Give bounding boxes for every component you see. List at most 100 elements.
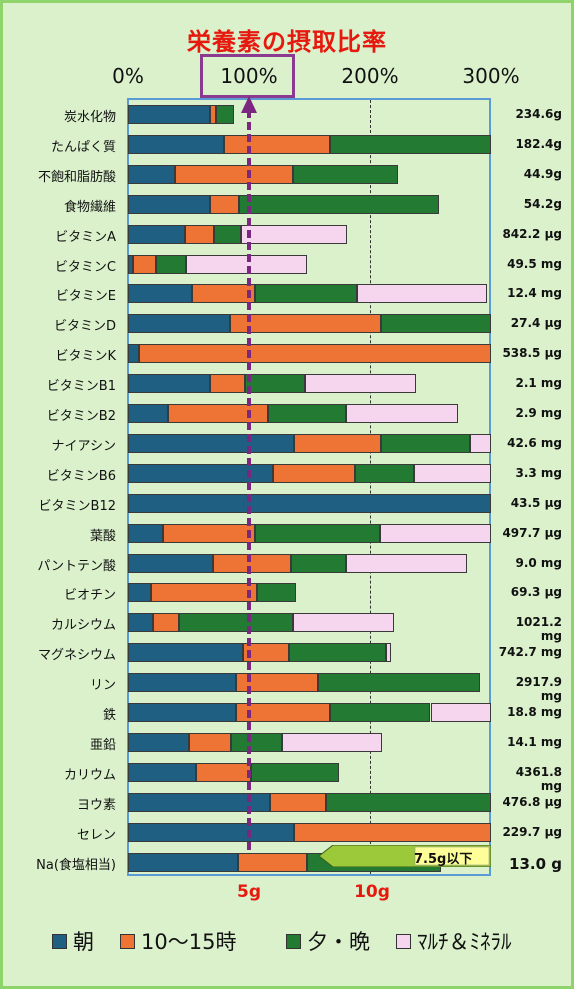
category-label: 食物繊維 (63, 199, 116, 215)
chart-title: 栄養素の摂取比率 (187, 28, 387, 56)
bar-segment (304, 374, 416, 394)
amount-label: 42.6 mg (507, 435, 562, 450)
bar-segment (470, 433, 491, 453)
bar-segment (268, 404, 346, 423)
bar-segment (255, 523, 380, 543)
amount-label: 476.8 μg (502, 794, 562, 809)
bar-segment (128, 553, 213, 573)
category-label: 不飽和脂肪酸 (37, 169, 116, 185)
bar-segment (235, 703, 331, 722)
legend-swatch (120, 933, 135, 949)
category-label: 亜鉛 (89, 737, 116, 753)
bar-segment (213, 224, 241, 244)
bar-segment (330, 703, 431, 722)
bar-segment (216, 105, 235, 124)
amount-label: 182.4g (515, 136, 562, 151)
bar-segment (317, 673, 481, 693)
amount-label: 538.5 μg (502, 346, 562, 361)
top-tick-label: 300% (462, 64, 520, 88)
category-label: ヨウ素 (76, 797, 116, 813)
bar-segment (128, 284, 193, 304)
top-tick-label: 100% (220, 64, 278, 88)
bar-segment (128, 643, 243, 663)
bar-segment (128, 583, 151, 603)
amount-label: 3.3 mg (515, 465, 562, 480)
legend: 朝 10～15時 夕・晩 ﾏﾙﾁ＆ﾐﾈﾗﾙ (0, 926, 574, 956)
bar-segment (128, 673, 236, 693)
amount-label: 742.7 mg (498, 645, 562, 660)
legend-swatch (52, 933, 67, 949)
category-label: ビタミンC (54, 259, 116, 275)
amount-label: 49.5 mg (507, 256, 562, 271)
category-label: Na(食塩相当) (36, 857, 116, 873)
reference-arrow-head (241, 96, 257, 113)
bar-segment (269, 792, 327, 812)
legend-label: 夕・晩 (307, 930, 370, 954)
legend-label: 朝 (73, 930, 94, 954)
bar-segment (128, 852, 239, 872)
reference-line-100-percent (247, 110, 251, 850)
category-label: ビタミンD (53, 319, 116, 335)
bar-segment (345, 404, 459, 423)
amount-label: 2917.9 mg (515, 675, 562, 704)
legend-label: 10～15時 (141, 930, 237, 954)
bar-segment (212, 553, 292, 573)
bar-segment (132, 254, 156, 274)
bar-segment (188, 732, 231, 752)
bar-segment (235, 673, 318, 693)
callout-label: 7.5g以下 (414, 852, 473, 867)
category-label: ビタミンB1 (46, 379, 116, 395)
bar-segment (330, 134, 491, 154)
bar-segment (230, 732, 282, 752)
legend-item: 10～15時 (120, 926, 236, 956)
legend-item: 夕・晩 (286, 926, 370, 956)
legend-swatch (286, 933, 301, 949)
bar-segment (128, 463, 274, 483)
legend-item: 朝 (52, 926, 94, 956)
bottom-tick-label: 5g (237, 882, 261, 902)
bar-segment (128, 493, 491, 513)
bar-segment (251, 762, 339, 782)
bar-segment (293, 822, 491, 842)
bar-segment (153, 613, 179, 633)
bar-segment (326, 792, 491, 812)
bar-segment (128, 164, 176, 184)
bar-segment (184, 224, 214, 244)
category-label: ビタミンE (55, 289, 116, 305)
amount-label: 2.9 mg (515, 406, 562, 420)
bar-segment (210, 105, 217, 124)
bar-segment (128, 254, 133, 274)
bar-segment (128, 433, 294, 453)
bar-segment (128, 822, 294, 842)
bar-segment (210, 194, 240, 214)
bar-segment (239, 194, 439, 214)
bar-segment (128, 732, 189, 752)
bar-segment (379, 523, 491, 543)
amount-label: 4361.8 mg (515, 764, 562, 793)
amount-label: 1021.2 mg (515, 615, 562, 644)
amount-label: 842.2 μg (502, 226, 562, 241)
bar-segment (385, 643, 391, 663)
bar-segment (240, 224, 347, 244)
amount-label: 13.0 g (509, 854, 562, 873)
bar-segment (238, 852, 308, 872)
category-label: ビタミンB12 (38, 498, 116, 514)
bar-segment (255, 284, 357, 304)
amount-label: 497.7 μg (502, 525, 562, 540)
legend-item: ﾏﾙﾁ＆ﾐﾈﾗﾙ (396, 926, 512, 956)
bar-segment (150, 583, 258, 603)
category-label: 葉酸 (89, 528, 116, 544)
legend-label: ﾏﾙﾁ＆ﾐﾈﾗﾙ (417, 930, 512, 954)
bar-segment (128, 523, 164, 543)
bar-segment (128, 314, 230, 334)
plot-area (127, 98, 491, 876)
bar-segment (128, 224, 185, 244)
bar-segment (128, 792, 270, 812)
category-label: 炭水化物 (63, 110, 116, 125)
bar-segment (192, 284, 256, 304)
highlight-100-percent (200, 54, 295, 98)
bar-segment (288, 643, 386, 663)
category-label: ビタミンA (55, 229, 116, 245)
bar-segment (186, 254, 308, 274)
